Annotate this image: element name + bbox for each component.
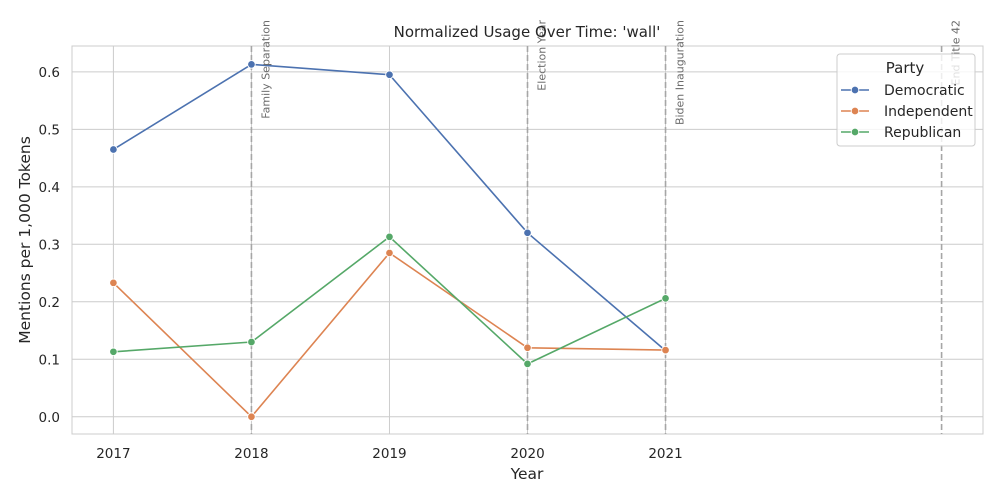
y-tick-label: 0.5 [39,122,60,138]
data-point-republican [109,347,118,357]
data-point-democratic [247,60,256,69]
y-tick-label: 0.4 [39,180,60,196]
series-group [109,60,670,422]
x-tick-label: 2020 [510,446,544,462]
x-tick-label: 2021 [648,446,682,462]
y-tick-label: 0.2 [39,295,60,311]
y-tick-labels: 0.0 0.1 0.2 0.3 0.4 0.5 0.6 [39,65,60,426]
legend-box [836,53,976,147]
legend-swatch-marker [850,127,860,137]
annotation-label: Biden Inauguration [674,20,687,125]
annotation-label: Family Separation [259,20,272,119]
x-tick-label: 2017 [96,446,130,462]
y-tick-label: 0.6 [39,65,60,81]
data-point-independent [109,278,118,288]
data-point-independent [385,248,394,258]
data-point-republican [661,294,670,303]
data-point-republican [385,232,394,242]
x-tick-labels: 2017 2018 2019 2020 2021 [96,446,682,462]
y-tick-label: 0.0 [39,410,60,426]
x-axis-title: Year [510,465,544,483]
legend-title: Party [886,59,925,77]
data-point-independent [247,412,256,422]
legend-swatch-marker [850,106,860,116]
legend-items: Democratic Independent Republican [841,83,973,141]
legend-label: Democratic [884,83,965,99]
data-point-republican [247,337,256,347]
data-point-independent [661,345,670,355]
legend-swatch-marker [850,85,860,95]
data-point-democratic [523,228,532,238]
y-axis-title: Mentions per 1,000 Tokens [16,136,34,344]
data-point-democratic [385,70,394,79]
y-tick-label: 0.1 [39,352,60,368]
x-tick-label: 2018 [234,446,268,462]
data-point-democratic [109,145,118,154]
legend-label: Republican [884,125,961,141]
data-point-republican [523,359,532,369]
x-tick-label: 2019 [372,446,406,462]
legend: Party Democratic Independent Republican [836,53,976,147]
annotation-label: Election Year [536,20,549,91]
legend-label: Independent [884,104,973,120]
y-tick-label: 0.3 [39,237,60,253]
data-point-independent [523,343,532,353]
chart-title: Normalized Usage Over Time: 'wall' [394,23,661,41]
